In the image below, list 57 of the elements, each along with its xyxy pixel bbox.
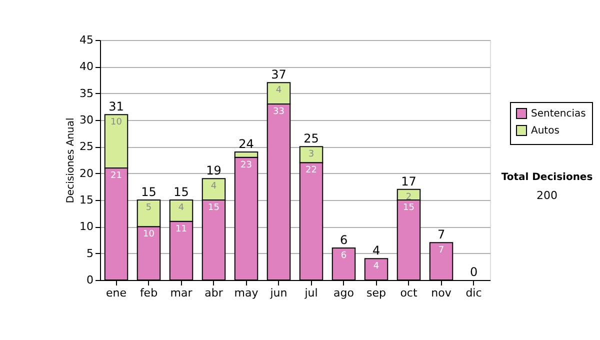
- y-tick-label: 25: [80, 140, 94, 154]
- legend-label: Sentencias: [531, 108, 586, 120]
- total-label: 0: [470, 265, 478, 279]
- x-tick-label: feb: [140, 286, 158, 300]
- data-label: 15: [403, 203, 414, 213]
- data-label: 23: [240, 160, 252, 170]
- y-tick-label: 5: [86, 246, 94, 260]
- text: 200: [536, 189, 558, 202]
- text: Total Decisiones: [501, 172, 593, 183]
- total-label: 19: [206, 164, 222, 178]
- data-label: 4: [276, 86, 282, 96]
- y-tick-label: 20: [80, 166, 94, 180]
- total-label: 4: [372, 244, 380, 258]
- y-axis-title: Decisiones Anual: [66, 118, 77, 204]
- x-tick-label: may: [234, 286, 259, 300]
- total-label: 15: [174, 185, 189, 199]
- total-label: 24: [238, 137, 254, 151]
- data-label: 21: [110, 171, 122, 181]
- y-tick-label: 15: [80, 194, 94, 206]
- total-label: 7: [437, 228, 446, 242]
- x-tick-label: jul: [304, 286, 318, 300]
- data-label: 4: [373, 262, 380, 272]
- data-label: 33: [273, 107, 284, 117]
- total-label: 37: [271, 68, 286, 82]
- data-label: 6: [340, 251, 347, 261]
- total-label: 25: [304, 132, 319, 146]
- data-label: 22: [306, 166, 317, 176]
- total-label: 6: [340, 233, 348, 247]
- data-label: 10: [143, 230, 155, 240]
- data-label: 11: [176, 224, 187, 234]
- x-tick-label: jun: [269, 286, 288, 300]
- x-tick-label: mar: [170, 286, 193, 300]
- x-tick-label: nov: [431, 286, 452, 300]
- y-tick-label: 30: [80, 114, 94, 126]
- x-tick-label: oct: [400, 286, 418, 300]
- data-label: 2: [406, 192, 412, 202]
- legend-label: Autos: [531, 126, 560, 136]
- x-tick-label: ago: [334, 286, 354, 300]
- data-label: 10: [110, 118, 122, 128]
- y-tick-label: 40: [80, 60, 94, 74]
- y-tick-label: 35: [80, 86, 94, 100]
- total-label: 31: [108, 100, 124, 114]
- data-label: 7: [438, 246, 444, 256]
- total-label: 15: [141, 185, 156, 199]
- total-label: 17: [401, 174, 416, 188]
- data-label: 3: [308, 150, 314, 160]
- data-label: 15: [208, 203, 220, 213]
- x-tick-label: dic: [466, 286, 482, 300]
- data-label: 4: [210, 182, 217, 192]
- x-tick-label: abr: [204, 286, 224, 300]
- data-label: 4: [178, 203, 184, 213]
- y-tick-label: 45: [80, 34, 94, 46]
- x-tick-label: ene: [106, 286, 127, 300]
- data-label: 5: [146, 203, 152, 213]
- x-tick-label: sep: [366, 286, 386, 300]
- y-tick-label: 0: [86, 274, 94, 286]
- y-tick-label: 10: [80, 220, 94, 234]
